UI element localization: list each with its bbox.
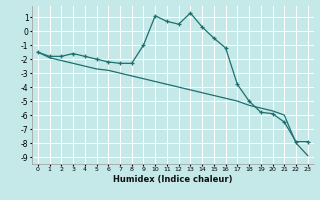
X-axis label: Humidex (Indice chaleur): Humidex (Indice chaleur) — [113, 175, 233, 184]
